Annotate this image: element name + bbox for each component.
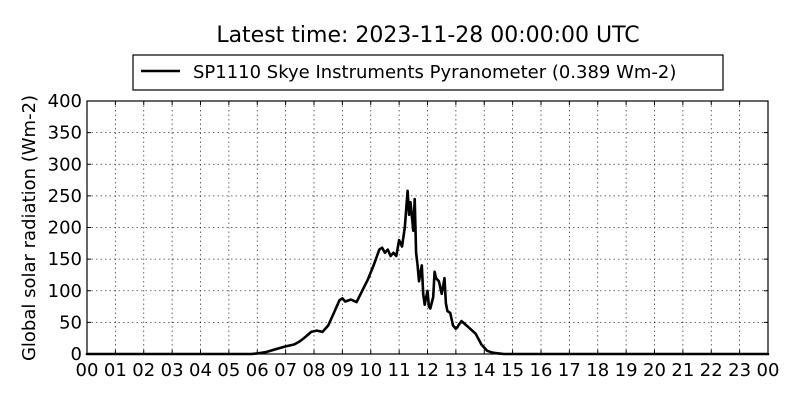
y-tick-label: 50 [59, 312, 82, 333]
x-tick-label: 05 [217, 360, 240, 381]
x-tick-label: 17 [558, 360, 581, 381]
x-tick-label: 13 [444, 360, 467, 381]
x-tick-label: 07 [274, 360, 297, 381]
series-line-pyranometer [85, 189, 770, 356]
x-tick-label: 11 [388, 360, 411, 381]
x-tick-label: 20 [643, 360, 666, 381]
y-axis-label: Global solar radiation (Wm-2) [19, 95, 40, 361]
legend: SP1110 Skye Instruments Pyranometer (0.3… [132, 54, 724, 91]
y-tick-label: 200 [48, 218, 82, 239]
x-tick-label: 10 [359, 360, 382, 381]
y-tick-label: 400 [48, 91, 82, 112]
legend-label: SP1110 Skye Instruments Pyranometer (0.3… [193, 62, 676, 83]
y-tick-label: 250 [48, 186, 82, 207]
legend-box [132, 54, 724, 91]
x-tick-label: 02 [132, 360, 155, 381]
plot-frame [86, 100, 769, 355]
x-tick-label: 14 [473, 360, 496, 381]
y-axis: 0 50 100 150 200 250 300 350 400 [48, 91, 768, 365]
x-tick-label: 08 [303, 360, 326, 381]
x-tick-label: 03 [161, 360, 184, 381]
x-axis: 00 01 02 03 04 05 06 07 08 09 10 11 12 13 14 15 16 17 18 19… [76, 101, 780, 381]
x-tick-label: 06 [246, 360, 269, 381]
y-tick-label: 300 [48, 154, 82, 175]
grid-lines [87, 101, 768, 354]
chart-title: Latest time: 2023-11-28 00:00:00 UTC [216, 23, 639, 48]
x-tick-label: 16 [530, 360, 553, 381]
x-tick-label: 12 [416, 360, 439, 381]
x-tick-label: 22 [700, 360, 723, 381]
y-tick-label: 100 [48, 281, 82, 302]
x-tick-label: 01 [104, 360, 127, 381]
y-tick-label: 350 [48, 123, 82, 144]
x-tick-label: 00 [757, 360, 780, 381]
x-tick-label: 15 [501, 360, 524, 381]
y-tick-label: 0 [71, 344, 82, 365]
x-tick-label: 19 [615, 360, 638, 381]
x-tick-label: 09 [331, 360, 354, 381]
x-tick-label: 18 [586, 360, 609, 381]
x-tick-label: 04 [189, 360, 212, 381]
x-tick-label: 23 [728, 360, 751, 381]
y-tick-label: 150 [48, 249, 82, 270]
x-tick-label: 00 [76, 360, 99, 381]
x-tick-label: 21 [671, 360, 694, 381]
